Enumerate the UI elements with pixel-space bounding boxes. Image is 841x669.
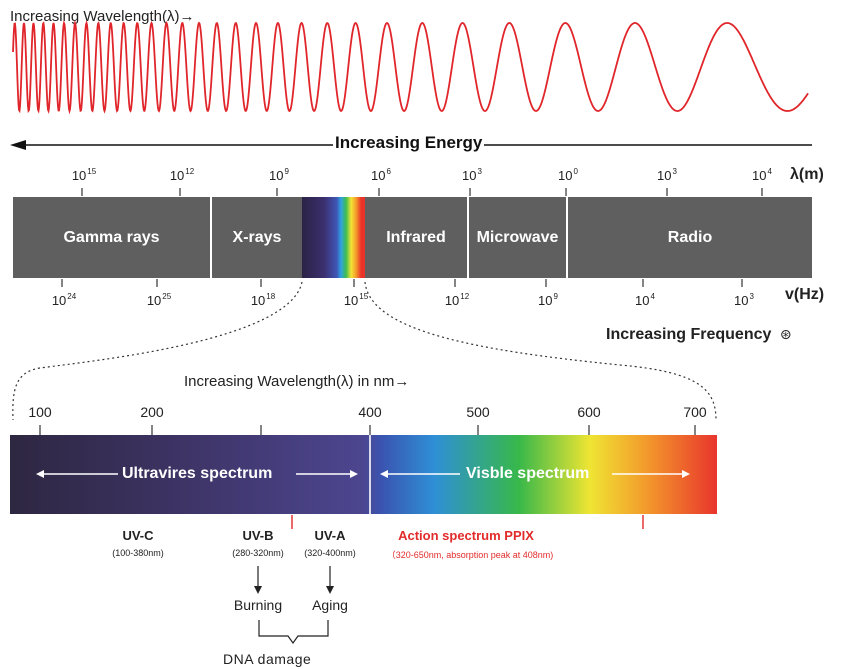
top-wavelength-title: Increasing Wavelength(λ)→ (10, 8, 195, 25)
frequency-tick-exponent: 9 (553, 292, 558, 301)
uv-arrowhead-right (350, 470, 358, 478)
wavelength-tick-base: 10 (169, 168, 185, 183)
frequency-unit: v(Hz) (785, 286, 825, 303)
nm-tick-400: 400 (358, 404, 382, 420)
wavelength-tick-base: 10 (752, 168, 767, 183)
wavelength-tick-3: 106 (371, 167, 391, 183)
aging-label: Aging (312, 597, 348, 613)
vis-arrowhead-left (380, 470, 388, 478)
nm-tick-700: 700 (683, 404, 707, 420)
energy-arrowhead (10, 140, 26, 150)
frequency-tick-exponent: 12 (460, 292, 470, 301)
uvb-arrowhead (254, 586, 262, 594)
frequency-title: Increasing Frequency ⊛ (606, 326, 792, 344)
wavelength-tick-exponent: 4 (767, 167, 772, 176)
zoom-right-line (364, 281, 717, 421)
nm-tick-500: 500 (466, 404, 490, 420)
wavelength-tick-base: 10 (371, 168, 386, 183)
wavelength-tick-2: 109 (269, 167, 289, 183)
frequency-tick-base: 10 (444, 293, 460, 308)
wavelength-tick-exponent: 0 (573, 167, 578, 176)
wavelength-tick-exponent: 15 (87, 167, 97, 176)
uv-spectrum-label: Ultravires spectrum (122, 465, 273, 482)
frequency-tick-base: 10 (146, 293, 162, 308)
frequency-tick-4: 1012 (445, 292, 469, 308)
band-gamma-rays: Gamma rays (13, 197, 210, 278)
wavelength-tick-base: 10 (558, 168, 573, 183)
nm-tick-600: 600 (577, 404, 601, 420)
frequency-tick-5: 109 (538, 292, 558, 308)
frequency-tick-exponent: 15 (359, 292, 369, 301)
wavelength-tick-exponent: 3 (477, 167, 482, 176)
uva-range: (320-400nm) (304, 548, 356, 558)
nm-tick-200: 200 (140, 404, 164, 420)
zoom-left-line (12, 281, 303, 421)
uvb-name: UV-B (242, 528, 274, 543)
wavelength-tick-base: 10 (657, 168, 672, 183)
frequency-tick-base: 10 (343, 293, 359, 308)
wavelength-tick-exponent: 9 (284, 167, 289, 176)
frequency-tick-2: 1018 (251, 292, 275, 308)
wavelength-tick-1: 1012 (170, 167, 194, 183)
frequency-symbol: ⊛ (779, 326, 792, 342)
frequency-tick-7: 103 (734, 292, 754, 308)
frequency-tick-exponent: 25 (162, 292, 172, 301)
nm-ticks (39, 425, 696, 435)
frequency-tick-exponent: 18 (266, 292, 276, 301)
wavelength-tick-exponent: 12 (185, 167, 195, 176)
uvc-name: UV-C (122, 528, 154, 543)
wavelength-unit: λ(m) (790, 166, 824, 183)
wavelength-tick-7: 104 (752, 167, 772, 183)
wavelength-tick-base: 10 (269, 168, 284, 183)
wavelength-tick-base: 10 (462, 168, 477, 183)
band-infrared: Infrared (365, 197, 467, 278)
wavelength-tick-exponent: 6 (386, 167, 391, 176)
wavelength-tick-exponent: 3 (672, 167, 677, 176)
uvb-range: (280-320nm) (232, 548, 284, 558)
frequency-tick-exponent: 24 (67, 292, 77, 301)
nm-tick-100: 100 (28, 404, 52, 420)
uvc-range: (100-380nm) (112, 548, 164, 558)
frequency-tick-exponent: 4 (650, 292, 655, 301)
uva-name: UV-A (314, 528, 346, 543)
frequency-tick-base: 10 (51, 293, 67, 308)
energy-label: Increasing Energy (333, 133, 485, 153)
frequency-tick-exponent: 3 (749, 292, 754, 301)
uva-arrowhead (326, 586, 334, 594)
frequency-tick-base: 10 (635, 293, 650, 308)
frequency-tick-3: 1015 (344, 292, 368, 308)
upper-ticks (61, 188, 763, 287)
burning-label: Burning (233, 597, 283, 613)
action-spectrum-range: （320-650nm, absorption peak at 408nm) (386, 550, 554, 560)
frequency-tick-base: 10 (250, 293, 266, 308)
dna-damage-label: DNA damage (223, 651, 312, 667)
band-x-rays: X-rays (210, 197, 302, 278)
frequency-title-text: Increasing Frequency (606, 326, 772, 343)
vis-arrowhead-right (682, 470, 690, 478)
uv-arrowhead-left (36, 470, 44, 478)
nm-wavelength-title: Increasing Wavelength(λ) in nm→ (184, 373, 410, 390)
wavelength-tick-6: 103 (657, 167, 677, 183)
frequency-tick-0: 1024 (52, 292, 76, 308)
action-spectrum-name: Action spectrum PPIX (398, 528, 534, 543)
detailed-spectrum-bar (10, 435, 717, 514)
wavelength-tick-base: 10 (71, 168, 87, 183)
band-visible (302, 197, 365, 278)
visible-spectrum-label: Visble spectrum (466, 465, 590, 482)
dna-brace (258, 620, 329, 645)
wavelength-tick-0: 1015 (72, 167, 96, 183)
frequency-tick-6: 104 (635, 292, 655, 308)
band-microwave: Microwave (467, 197, 566, 278)
wave-line (12, 19, 809, 115)
band-radio: Radio (566, 197, 812, 278)
frequency-tick-base: 10 (538, 293, 553, 308)
wavelength-tick-5: 100 (558, 167, 578, 183)
wavelength-tick-4: 103 (462, 167, 482, 183)
frequency-tick-base: 10 (734, 293, 749, 308)
frequency-tick-1: 1025 (147, 292, 171, 308)
